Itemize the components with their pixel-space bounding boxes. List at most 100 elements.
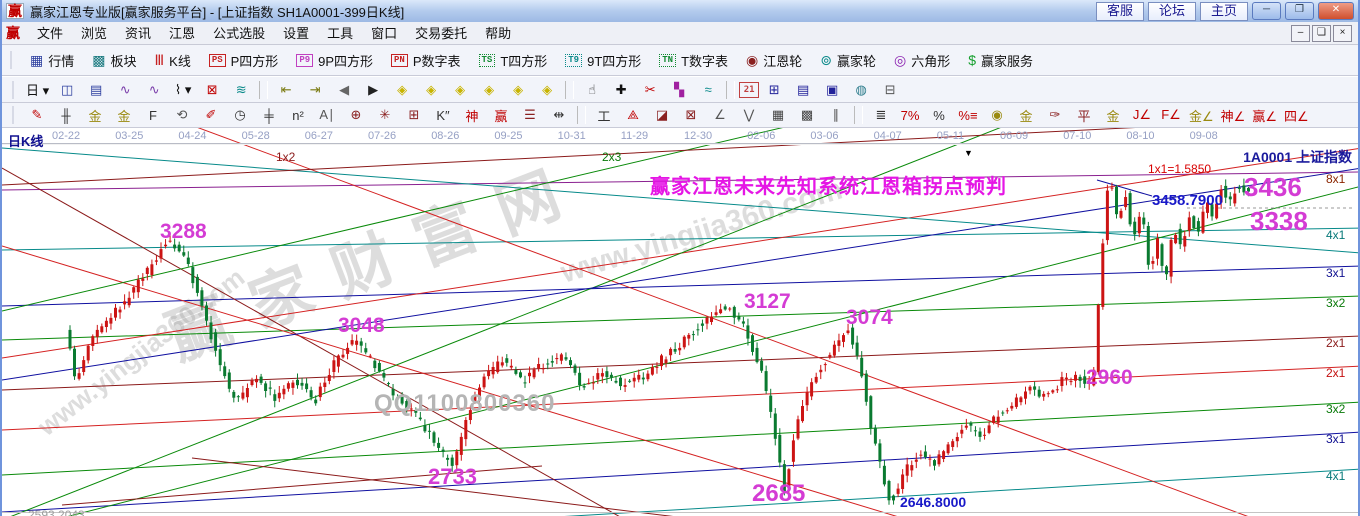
percent-retrace-tool[interactable]: 7% (900, 107, 920, 123)
crosshair-tool[interactable]: ✚ (615, 81, 627, 97)
si-angle-tool[interactable]: 四∠ (1283, 108, 1309, 124)
plain-fence-tool[interactable]: ╪ (264, 107, 274, 123)
shaded-square-tool[interactable]: ◪ (655, 107, 669, 122)
kline-button[interactable]: Ⅲ K线 (147, 49, 199, 72)
scroll-right-button[interactable]: ▶ (368, 81, 379, 97)
width-measure-tool[interactable]: ⇹ (553, 107, 565, 122)
volume-profile-tool[interactable]: ≣ (875, 107, 887, 122)
candle-style-dropdown[interactable]: ⌇ ▾ (174, 81, 192, 97)
gold-fence-tool-1[interactable]: 金 (88, 108, 102, 124)
percent-lines-tool[interactable]: %≡ (958, 107, 978, 123)
restore-button[interactable]: ❐ (1285, 2, 1314, 20)
p-number-table-button[interactable]: PN P数字表 (383, 49, 468, 72)
parallel-lines-tool[interactable]: ∥ (832, 107, 840, 122)
print-icon[interactable]: ⊟ (884, 81, 896, 97)
last-page-button[interactable]: ⇥ (309, 81, 321, 97)
spiral-tool[interactable]: ⟲ (176, 107, 188, 122)
winner-service-button[interactable]: $ 赢家服务 (960, 49, 1041, 72)
minimize-button[interactable]: ─ (1252, 2, 1281, 20)
gann-box-full-button[interactable]: ◈ (542, 81, 553, 97)
winner-wheel-button[interactable]: ⊚ 赢家轮 (812, 49, 884, 72)
gann-grid-box-tool[interactable]: ⊞ (408, 107, 420, 122)
gann-box-hexpand-button[interactable]: ◈ (484, 81, 495, 97)
menu-item-4[interactable]: 公式选股 (213, 26, 266, 41)
homepage-button[interactable]: 主页 (1199, 1, 1248, 21)
shen-fence-tool[interactable]: 神 (465, 108, 479, 124)
color-volume-icon[interactable]: ≋ (235, 81, 247, 97)
first-page-button[interactable]: ⇤ (280, 81, 292, 97)
period-dropdown[interactable]: 日 ▾ (26, 83, 50, 98)
red-fan-tool[interactable]: ⟁ (627, 107, 639, 122)
gold-angle-tool[interactable]: 金∠ (1189, 108, 1214, 124)
ninep-square-button[interactable]: P9 9P四方形 (288, 49, 381, 72)
number-fence-tool[interactable]: ☰ (524, 107, 536, 122)
close-button[interactable]: ✕ (1318, 2, 1354, 20)
web-globe-icon[interactable]: ◍ (855, 81, 867, 97)
gann-box-right-button[interactable]: ◈ (426, 81, 437, 97)
pan-hand-tool[interactable]: ☝ (588, 81, 597, 97)
trend-angles-tool[interactable]: ∠ (714, 107, 726, 122)
ninet-square-button[interactable]: T9 9T四方形 (557, 49, 649, 72)
t-number-table-button[interactable]: TN T数字表 (651, 49, 736, 72)
gann-wheel-button[interactable]: ◉ 江恩轮 (738, 49, 810, 72)
save-icon[interactable]: ▣ (825, 81, 839, 97)
menu-item-3[interactable]: 江恩 (169, 26, 196, 41)
dark-grid-tool[interactable]: ⊠ (685, 107, 697, 122)
ying-angle-tool[interactable]: 赢∠ (1252, 108, 1277, 124)
gold-ratio-circle-tool[interactable]: ◉ (991, 107, 1003, 122)
wave-band-tool[interactable]: ≈ (704, 82, 712, 97)
j-angle-tool[interactable]: J∠ (1132, 107, 1152, 122)
f-fence-tool[interactable]: F (149, 107, 157, 123)
child-minimize-button[interactable]: – (1291, 24, 1310, 42)
gold-ratio-lines-tool[interactable]: 金 (1019, 108, 1033, 124)
gold-fence-tool-2[interactable]: 金 (117, 108, 131, 124)
brush-tool[interactable]: ✎ (31, 107, 43, 122)
k-quote-tool[interactable]: Κ″ (436, 107, 450, 123)
purple-structure-tool[interactable]: ▚ (674, 81, 685, 97)
gann-wheel-tool[interactable]: ✳ (379, 107, 391, 122)
f-angle-tool[interactable]: F∠ (1161, 107, 1181, 122)
grid-small-tool[interactable]: ▦ (771, 107, 785, 122)
notes-icon[interactable]: ▤ (796, 81, 810, 97)
shen-angle-tool[interactable]: 神∠ (1220, 108, 1246, 124)
level-flag-tool[interactable]: 平 (1077, 108, 1091, 124)
menu-item-5[interactable]: 设置 (283, 26, 310, 41)
calendar-icon[interactable]: 21 (739, 81, 760, 98)
n-squared-tool[interactable]: n² (292, 107, 304, 123)
menu-item-8[interactable]: 交易委托 (415, 26, 468, 41)
menu-item-1[interactable]: 浏览 (81, 26, 108, 41)
quotes-button[interactable]: ▦ 行情 (22, 49, 82, 72)
percent-tool[interactable]: % (933, 107, 945, 123)
menu-item-7[interactable]: 窗口 (371, 26, 398, 41)
gann-box-left-button[interactable]: ◈ (397, 81, 408, 97)
dynamic-quote-icon[interactable]: ⊠ (206, 81, 218, 97)
menu-item-2[interactable]: 资讯 (125, 26, 152, 41)
p-square-button[interactable]: PS P四方形 (201, 49, 286, 72)
gann-box-hshrink-button[interactable]: ◈ (455, 81, 466, 97)
grid-dense-tool[interactable]: ▩ (800, 107, 814, 122)
gann-box-expand-button[interactable]: ◈ (513, 81, 524, 97)
price-fence-tool[interactable]: ╫ (61, 107, 71, 123)
calculator-icon[interactable]: ⊞ (768, 81, 780, 97)
red-marker-tool[interactable]: ✐ (205, 107, 217, 122)
ying-fence-tool[interactable]: 赢 (494, 108, 508, 124)
child-restore-button[interactable]: ❏ (1312, 24, 1331, 42)
v-lines-tool[interactable]: ⋁ (743, 107, 755, 122)
chart-layout-icon[interactable]: ◫ (60, 81, 74, 97)
f10-report-icon[interactable]: ▤ (89, 81, 103, 97)
frame-tool[interactable]: 工 (597, 108, 611, 124)
time-cycle-clock-tool[interactable]: ◷ (234, 107, 246, 122)
minute9-chart-icon[interactable]: ∿ (148, 81, 160, 97)
customer-service-button[interactable]: 客服 (1095, 1, 1144, 21)
chart-canvas[interactable]: www.yingjia360.com 赢家财富网 www.yingjia360.… (2, 128, 1358, 516)
hexagon-button[interactable]: ◎ 六角形 (886, 49, 958, 72)
erase-line-tool[interactable]: ✂ (644, 81, 656, 97)
menu-item-6[interactable]: 工具 (327, 26, 354, 41)
menu-item-0[interactable]: 文件 (37, 26, 64, 41)
child-close-button[interactable]: × (1333, 24, 1352, 42)
sectors-button[interactable]: ▩ 板块 (84, 49, 144, 72)
t-square-button[interactable]: TS T四方形 (471, 49, 556, 72)
gann-compass-tool[interactable]: ⊕ (350, 107, 362, 122)
forum-button[interactable]: 论坛 (1147, 1, 1196, 21)
gold-segment-tool[interactable]: 金 (1106, 108, 1120, 124)
